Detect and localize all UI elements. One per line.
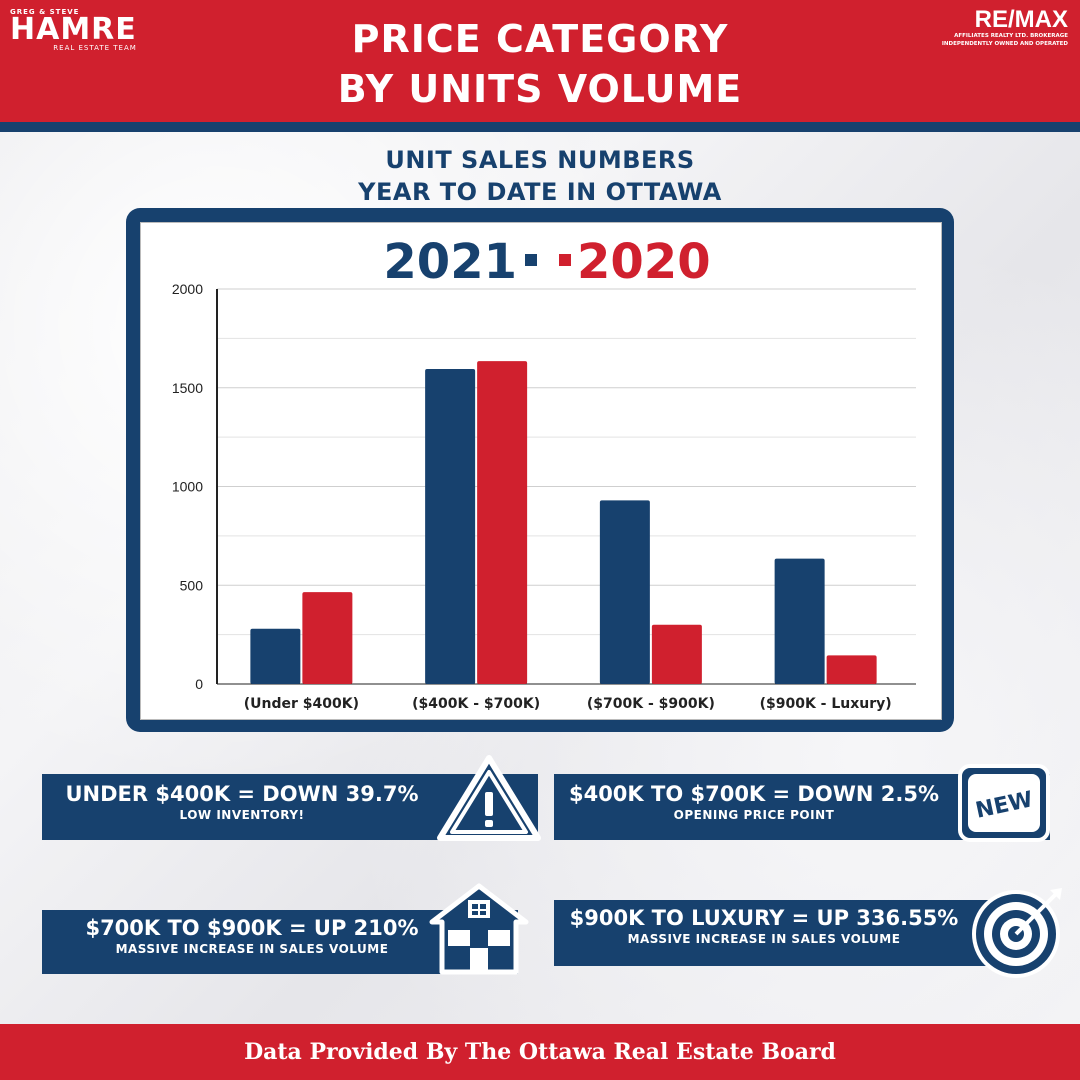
logo-left-main: HAMRE: [10, 12, 137, 47]
x-tick-label: ($900K - Luxury): [760, 696, 892, 712]
chart-frame: 0 500 1000 1500 2000 (Under $400K) ($400K - $7…: [126, 208, 954, 732]
page-title: PRICE CATEGORY BY UNITS VOLUME: [240, 14, 840, 114]
bar-2021-2: [599, 500, 650, 684]
bar-chart: 0 500 1000 1500 2000 (Under $400K) ($400K - $7…: [172, 234, 916, 712]
callout-sub: LOW INVENTORY!: [179, 808, 305, 822]
callout-main: $700K TO $900K = UP 210%: [85, 916, 419, 940]
callout-400k-700k: $400K TO $700K = DOWN 2.5% OPENING PRICE…: [554, 764, 1050, 842]
legend-label-2020: 2020: [577, 234, 711, 290]
x-tick-label: ($700K - $900K): [587, 696, 715, 712]
logo-right-sub1: AFFILIATES REALTY LTD. BROKERAGE: [954, 33, 1068, 39]
header-stripe: [0, 122, 1080, 132]
hamre-logo: GREG & STEVE HAMRE REAL ESTATE TEAM: [10, 8, 137, 52]
y-tick-label: 0: [195, 676, 203, 692]
bar-2020-0: [302, 592, 353, 684]
bar-2020-2: [651, 624, 702, 684]
logo-left-top: GREG & STEVE: [10, 8, 80, 16]
x-tick-label: ($400K - $700K): [412, 696, 540, 712]
y-tick-label: 500: [180, 577, 204, 593]
callout-main: $400K TO $700K = DOWN 2.5%: [568, 782, 940, 806]
title-line1: PRICE CATEGORY: [351, 17, 729, 61]
bar-2021-0: [250, 628, 301, 684]
callout-sub: MASSIVE INCREASE IN SALES VOLUME: [627, 932, 901, 946]
y-tick-label: 1000: [172, 479, 203, 495]
subtitle-line1: UNIT SALES NUMBERS: [385, 146, 695, 174]
callout-900k-luxury: $900K TO LUXURY = UP 336.55% MASSIVE INC…: [554, 900, 1030, 966]
callout-sub: MASSIVE INCREASE IN SALES VOLUME: [115, 942, 389, 956]
house-icon: [429, 883, 529, 975]
bar-2021-3: [774, 558, 825, 684]
chart-panel: 0 500 1000 1500 2000 (Under $400K) ($400K - $7…: [140, 222, 942, 720]
callout-main: $900K TO LUXURY = UP 336.55%: [569, 906, 959, 930]
chart-subtitle: UNIT SALES NUMBERS YEAR TO DATE IN OTTAW…: [240, 144, 840, 208]
target-icon: [972, 888, 1062, 978]
remax-logo: RE/MAX AFFILIATES REALTY LTD. BROKERAGE …: [942, 8, 1068, 48]
callout-sub: OPENING PRICE POINT: [673, 808, 835, 822]
bar-2021-1: [425, 368, 476, 684]
logo-right-main: RE/MAX: [974, 6, 1068, 33]
legend-swatch-2020: [559, 254, 571, 266]
x-tick-label: (Under $400K): [244, 696, 359, 712]
header-banner: GREG & STEVE HAMRE REAL ESTATE TEAM PRIC…: [0, 0, 1080, 122]
warning-icon: [437, 755, 541, 841]
bar-2020-3: [826, 655, 877, 684]
legend-swatch-2021: [525, 254, 537, 266]
legend-label-2021: 2021: [383, 234, 517, 290]
bar-2020-1: [477, 361, 528, 684]
title-line2: BY UNITS VOLUME: [337, 67, 743, 111]
logo-left-sub: REAL ESTATE TEAM: [53, 44, 137, 52]
footer-banner: Data Provided By The Ottawa Real Estate …: [0, 1024, 1080, 1080]
new-badge-icon: NEW: [958, 764, 1050, 842]
subtitle-line2: YEAR TO DATE IN OTTAWA: [358, 178, 722, 206]
callout-700k-900k: $700K TO $900K = UP 210% MASSIVE INCREAS…: [42, 910, 518, 974]
y-tick-label: 2000: [172, 281, 203, 297]
logo-right-sub2: INDEPENDENTLY OWNED AND OPERATED: [941, 41, 1068, 47]
footer-text: Data Provided By The Ottawa Real Estate …: [244, 1039, 836, 1065]
callout-main: UNDER $400K = DOWN 39.7%: [65, 782, 419, 806]
y-tick-label: 1500: [172, 380, 203, 396]
callout-under-400k: UNDER $400K = DOWN 39.7% LOW INVENTORY!: [42, 774, 538, 840]
